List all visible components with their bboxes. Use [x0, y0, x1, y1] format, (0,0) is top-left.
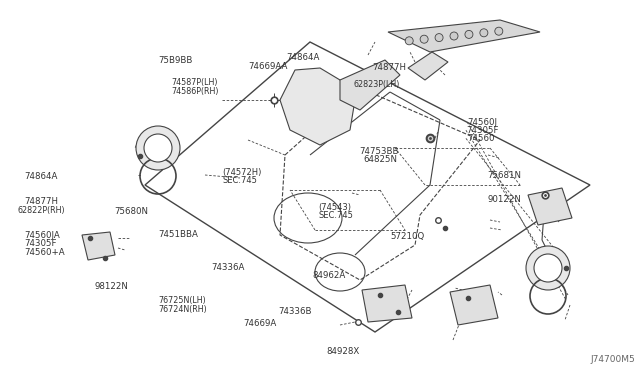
Circle shape: [534, 254, 562, 282]
Polygon shape: [450, 285, 498, 325]
Text: 57210Q: 57210Q: [390, 232, 425, 241]
Text: 75681N: 75681N: [488, 171, 522, 180]
Text: 74864A: 74864A: [287, 53, 320, 62]
Circle shape: [495, 27, 503, 35]
Text: SEC.745: SEC.745: [223, 176, 257, 185]
Text: 74586P(RH): 74586P(RH): [172, 87, 219, 96]
Circle shape: [526, 246, 570, 290]
Text: 62823P(LH): 62823P(LH): [353, 80, 399, 89]
Text: (74572H): (74572H): [223, 168, 262, 177]
Text: 74669AA: 74669AA: [248, 62, 288, 71]
Text: 74560JA: 74560JA: [24, 231, 60, 240]
Text: 74877H: 74877H: [24, 197, 58, 206]
Circle shape: [480, 29, 488, 37]
Text: 74336A: 74336A: [211, 263, 244, 272]
Text: 62822P(RH): 62822P(RH): [18, 206, 65, 215]
Text: 74560+A: 74560+A: [24, 248, 65, 257]
Text: 7451BBA: 7451BBA: [159, 230, 198, 239]
Text: 64825N: 64825N: [364, 155, 397, 164]
Text: SEC.745: SEC.745: [319, 211, 353, 219]
Circle shape: [144, 134, 172, 162]
Polygon shape: [408, 52, 448, 80]
Circle shape: [405, 37, 413, 45]
Text: 75680N: 75680N: [114, 207, 148, 216]
Circle shape: [450, 32, 458, 40]
Text: 74560J: 74560J: [467, 118, 497, 126]
Text: 74305F: 74305F: [466, 126, 499, 135]
Text: 74669A: 74669A: [243, 319, 276, 328]
Text: 74864A: 74864A: [24, 172, 58, 181]
Polygon shape: [340, 60, 400, 110]
Text: 74877H: 74877H: [372, 63, 406, 72]
Text: 74560: 74560: [467, 134, 495, 143]
Text: (74543): (74543): [319, 203, 352, 212]
Text: 74587P(LH): 74587P(LH): [172, 78, 218, 87]
Text: 84962A: 84962A: [312, 271, 346, 280]
Polygon shape: [280, 68, 355, 145]
Text: 74336B: 74336B: [278, 307, 312, 316]
Text: 76725N(LH): 76725N(LH): [159, 296, 207, 305]
Polygon shape: [388, 20, 540, 52]
Circle shape: [420, 35, 428, 43]
Polygon shape: [82, 232, 115, 260]
Text: 84928X: 84928X: [326, 347, 360, 356]
Circle shape: [136, 126, 180, 170]
Circle shape: [465, 31, 473, 38]
Text: J74700M5: J74700M5: [590, 355, 635, 364]
Circle shape: [435, 33, 443, 42]
Text: 75B9BB: 75B9BB: [159, 56, 193, 65]
Text: 98122N: 98122N: [95, 282, 129, 291]
Polygon shape: [362, 285, 412, 322]
Text: 90122N: 90122N: [488, 195, 522, 203]
Text: 74305F: 74305F: [24, 239, 57, 248]
Polygon shape: [528, 188, 572, 225]
Text: 74753BB: 74753BB: [360, 147, 399, 156]
Text: 76724N(RH): 76724N(RH): [159, 305, 207, 314]
